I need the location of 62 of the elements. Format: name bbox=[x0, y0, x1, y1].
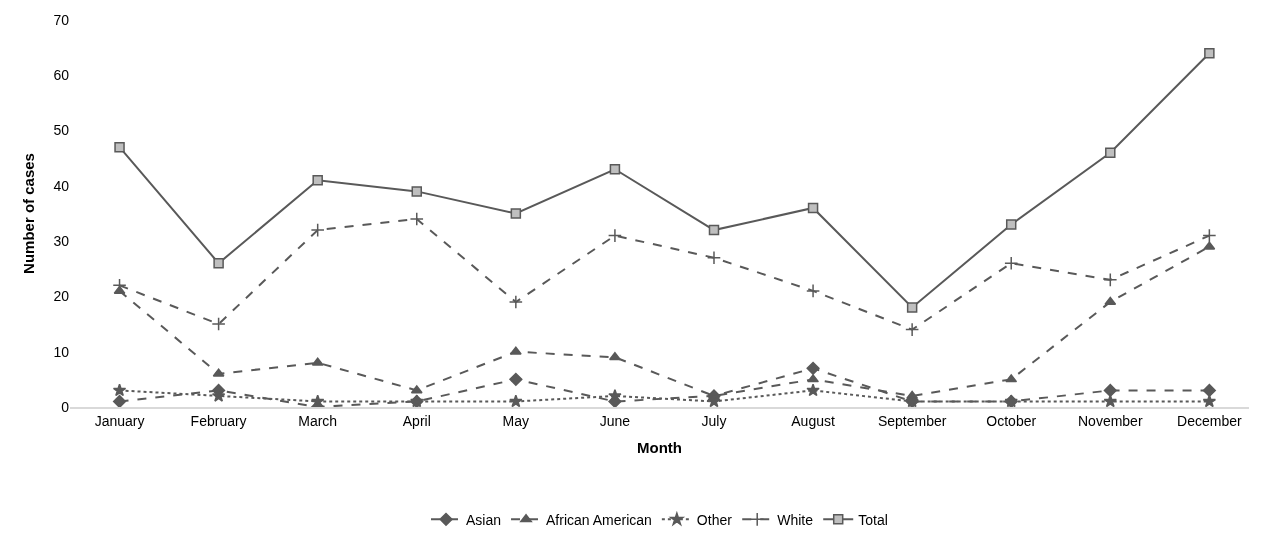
y-tick-label: 70 bbox=[53, 11, 70, 28]
x-tick-label: June bbox=[599, 412, 631, 429]
point bbox=[1202, 383, 1216, 398]
point bbox=[807, 202, 819, 214]
point bbox=[1103, 383, 1117, 398]
legend-label: Other bbox=[696, 511, 733, 528]
point bbox=[508, 294, 523, 310]
x-tick-label: August bbox=[791, 412, 835, 429]
y-tick-label: 50 bbox=[53, 122, 70, 139]
y-tick-label: 0 bbox=[61, 398, 70, 415]
point bbox=[608, 351, 621, 361]
point bbox=[310, 394, 325, 407]
point bbox=[112, 383, 127, 397]
y-axis-title: Number of cases bbox=[19, 153, 37, 274]
x-tick-label: October bbox=[986, 412, 1037, 429]
point bbox=[906, 302, 918, 313]
point bbox=[213, 258, 224, 269]
point bbox=[310, 223, 325, 238]
x-axis-title: Month bbox=[637, 439, 682, 457]
point bbox=[1004, 256, 1019, 271]
point bbox=[509, 394, 523, 407]
point bbox=[708, 224, 720, 236]
point bbox=[806, 383, 820, 397]
point bbox=[607, 228, 622, 243]
x-tick-label: July bbox=[701, 412, 727, 429]
x-tick-label: May bbox=[502, 412, 530, 429]
point bbox=[312, 175, 323, 186]
point bbox=[806, 361, 820, 375]
point bbox=[706, 250, 722, 265]
legend-label: Asian bbox=[466, 511, 502, 528]
y-tick-label: 40 bbox=[53, 177, 70, 194]
point bbox=[806, 283, 821, 298]
x-tick-label: April bbox=[402, 412, 431, 429]
point bbox=[609, 164, 621, 175]
y-tick-label: 10 bbox=[53, 343, 70, 360]
point bbox=[1202, 394, 1217, 407]
point bbox=[1103, 272, 1118, 287]
x-tick-label: December bbox=[1177, 412, 1242, 429]
point bbox=[1204, 47, 1215, 59]
y-tick-label: 30 bbox=[53, 233, 70, 250]
point bbox=[1105, 147, 1116, 158]
point bbox=[905, 322, 920, 337]
legend-label: African American bbox=[546, 511, 652, 528]
point bbox=[510, 208, 522, 219]
point bbox=[1202, 228, 1217, 243]
point bbox=[509, 372, 523, 386]
x-tick-label: September bbox=[877, 412, 947, 429]
point bbox=[411, 186, 423, 197]
x-tick-label: January bbox=[94, 412, 145, 429]
legend-label: Total bbox=[858, 511, 888, 528]
point bbox=[1005, 219, 1017, 230]
y-tick-label: 20 bbox=[53, 288, 70, 305]
x-tick-label: February bbox=[190, 412, 247, 429]
legend-label: White bbox=[777, 511, 814, 528]
point bbox=[211, 317, 226, 332]
point bbox=[1103, 394, 1118, 407]
point bbox=[409, 211, 424, 227]
x-tick-label: March bbox=[298, 412, 338, 429]
point bbox=[112, 394, 127, 407]
y-tick-label: 60 bbox=[53, 67, 70, 84]
x-tick-label: November bbox=[1077, 412, 1143, 429]
point bbox=[114, 141, 125, 153]
